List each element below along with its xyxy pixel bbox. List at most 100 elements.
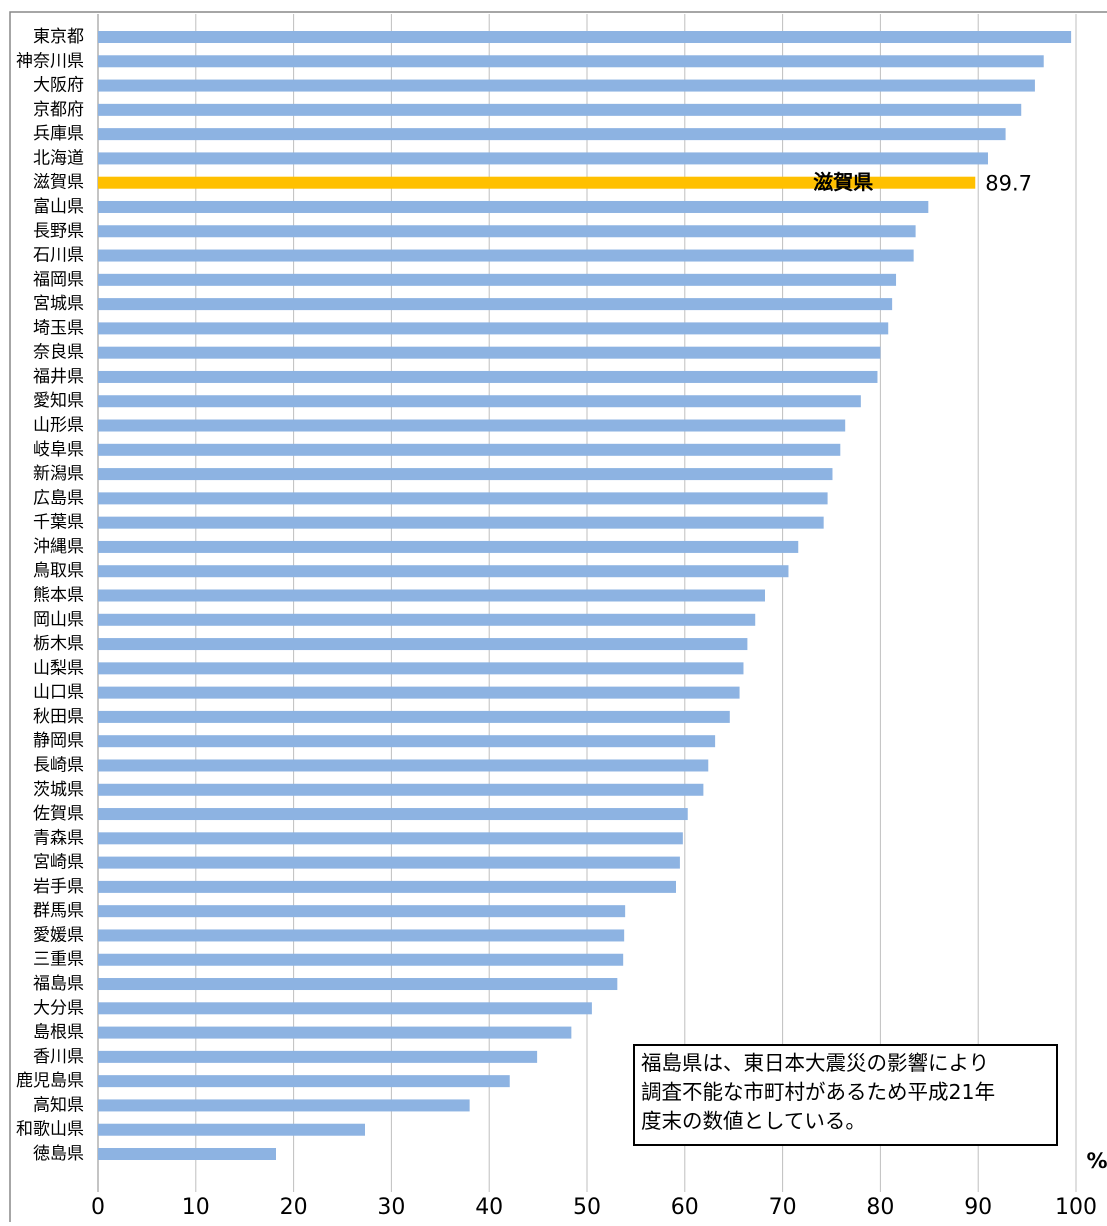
bar: [98, 419, 846, 432]
y-tick-label: 石川県: [33, 246, 84, 266]
y-tick-label: 新潟県: [33, 464, 84, 484]
y-tick-label: 愛媛県: [33, 925, 84, 945]
chart-frame: [9, 11, 1107, 1226]
y-tick-label: 三重県: [33, 950, 84, 970]
x-tick-label: 20: [280, 1195, 308, 1220]
bar: [98, 443, 841, 456]
annotation-line: 調査不能な市町村があるため平成21年: [641, 1080, 995, 1104]
bar: [98, 759, 709, 772]
bar: [98, 298, 893, 311]
bar: [98, 953, 624, 966]
bar: [98, 128, 1006, 141]
bar: [98, 492, 828, 505]
y-tick-label: 福岡県: [33, 270, 84, 290]
y-tick-label: 北海道: [33, 148, 84, 168]
bar: [98, 152, 988, 165]
bar: [98, 31, 1072, 43]
y-tick-label: 京都府: [33, 100, 84, 120]
bar: [98, 978, 618, 991]
y-tick-label: 滋賀県: [33, 173, 84, 193]
y-tick-label: 鹿児島県: [16, 1071, 84, 1091]
y-tick-label: 広島県: [33, 488, 84, 508]
bar: [98, 1099, 470, 1112]
y-tick-label: 宮城県: [33, 294, 84, 314]
y-tick-label: 山梨県: [33, 658, 84, 678]
y-tick-label: 鳥取県: [33, 561, 84, 581]
bar: [98, 1002, 592, 1015]
bar: [98, 346, 881, 359]
bar: [98, 176, 976, 189]
y-tick-label: 岐阜県: [33, 440, 84, 460]
y-tick-label: 徳島県: [33, 1144, 84, 1164]
y-tick-label: 和歌山県: [16, 1120, 84, 1140]
bar: [98, 686, 740, 699]
bar: [98, 55, 1044, 68]
bar: [98, 1075, 510, 1088]
bar: [98, 249, 914, 262]
y-tick-label: 大分県: [33, 998, 84, 1018]
bar: [98, 370, 878, 383]
bar: [98, 540, 799, 553]
bar: [98, 516, 824, 529]
bar: [98, 710, 730, 723]
bar: [98, 613, 756, 626]
bar: [98, 1026, 572, 1039]
x-tick-label: 30: [377, 1195, 405, 1220]
bar: [98, 322, 889, 335]
y-tick-label: 富山県: [33, 197, 84, 217]
bar: [98, 808, 688, 821]
x-unit: %: [1086, 1149, 1107, 1173]
bar: [98, 832, 683, 845]
y-tick-label: 岡山県: [33, 610, 84, 630]
y-tick-label: 奈良県: [33, 343, 84, 363]
y-tick-label: 愛知県: [33, 391, 84, 411]
y-tick-label: 山形県: [33, 416, 84, 436]
bar: [98, 1123, 365, 1136]
annotation-line: 度末の数値としている。: [641, 1109, 866, 1133]
bar: [98, 103, 1022, 116]
y-tick-label: 長崎県: [33, 755, 84, 775]
y-tick-label: 高知県: [33, 1095, 84, 1115]
y-tick-label: 山口県: [33, 683, 84, 703]
y-tick-label: 福井県: [33, 367, 84, 387]
value-label: 89.7: [985, 172, 1032, 196]
x-tick-label: 50: [573, 1195, 601, 1220]
x-tick-label: 90: [964, 1195, 992, 1220]
y-tick-label: 佐賀県: [33, 804, 84, 824]
highlight-label: 滋賀県: [813, 170, 873, 194]
y-tick-label: 沖縄県: [33, 537, 84, 557]
y-tick-label: 埼玉県: [33, 318, 84, 338]
y-tick-label: 岩手県: [33, 877, 84, 897]
y-tick-label: 宮崎県: [33, 853, 84, 873]
x-tick-label: 40: [475, 1195, 503, 1220]
y-tick-label: 千葉県: [33, 513, 84, 533]
bar: [98, 662, 744, 675]
bar: [98, 783, 704, 796]
bar: [98, 273, 897, 286]
y-tick-label: 東京都: [33, 27, 84, 47]
y-tick-label: 群馬県: [33, 901, 84, 921]
y-tick-label: 茨城県: [33, 780, 84, 800]
bar: [98, 225, 916, 238]
y-tick-label: 大阪府: [33, 76, 84, 96]
x-tick-label: 100: [1055, 1195, 1097, 1220]
x-tick-label: 0: [91, 1195, 105, 1220]
annotation-line: 福島県は、東日本大震災の影響により: [641, 1051, 989, 1075]
bar: [98, 638, 748, 651]
bar: [98, 735, 716, 748]
y-tick-label: 福島県: [33, 974, 84, 994]
bar: [98, 589, 765, 602]
y-tick-label: 神奈川県: [16, 51, 84, 71]
x-tick-label: 10: [182, 1195, 210, 1220]
annotation-box: [633, 1044, 1058, 1146]
x-tick-label: 80: [866, 1195, 894, 1220]
y-tick-label: 青森県: [33, 828, 84, 848]
bar: [98, 565, 789, 578]
bar: [98, 395, 861, 408]
y-tick-label: 熊本県: [33, 586, 84, 606]
y-tick-label: 島根県: [33, 1023, 84, 1043]
x-tick-label: 60: [671, 1195, 699, 1220]
bar: [98, 905, 626, 918]
